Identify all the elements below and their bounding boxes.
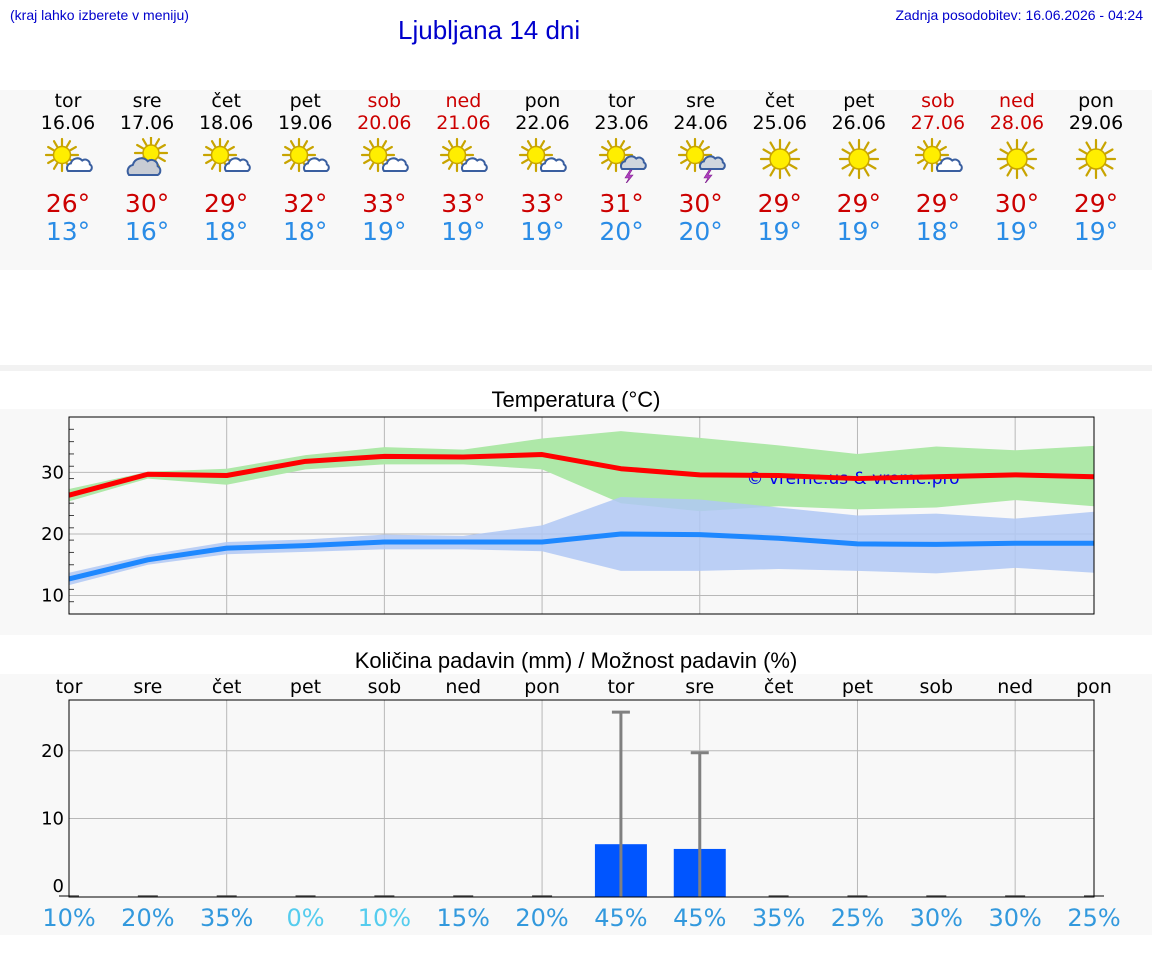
min-temperature: 19°: [362, 217, 407, 246]
sun-icon: [1075, 138, 1117, 180]
sun-cloud-icon: [914, 137, 963, 173]
last-updated: Zadnja posodobitev: 16.06.2026 - 04:24: [895, 7, 1143, 23]
min-temperature: 20°: [678, 217, 723, 246]
day-name: sre: [132, 90, 162, 112]
forecast-day: sob 20.06 33° 19°: [344, 90, 424, 246]
day-date: 16.06: [40, 112, 96, 134]
max-temperature: 29°: [836, 189, 881, 218]
sun-grey-cloud-icon: [126, 137, 169, 176]
day-date: 28.06: [989, 112, 1045, 134]
forecast-day: pet 19.06 32° 18°: [265, 90, 345, 246]
day-name: čet: [764, 90, 795, 112]
day-date: 26.06: [831, 112, 886, 134]
max-temperature: 30°: [994, 189, 1040, 218]
forecast-day: pon 22.06 33° 19°: [502, 90, 582, 246]
day-date: 29.06: [1068, 112, 1124, 134]
max-temperature: 29°: [915, 189, 961, 218]
day-name: čet: [211, 90, 241, 112]
day-date: 23.06: [594, 112, 649, 134]
forecast-band: [0, 90, 1152, 270]
day-date: 25.06: [752, 112, 807, 134]
sun-storm-icon: [677, 137, 726, 183]
max-temperature: 31°: [599, 189, 644, 218]
sun-cloud-icon: [361, 137, 410, 173]
forecast-day: ned 28.06 30° 19°: [977, 90, 1057, 246]
precipitation-band: [0, 674, 1152, 935]
max-temperature: 29°: [204, 189, 249, 218]
forecast-day: pet 26.06 29° 19°: [819, 90, 899, 246]
forecast-day: sre 24.06 30° 20°: [661, 90, 741, 246]
day-date: 24.06: [673, 112, 728, 134]
day-name: sre: [686, 90, 716, 112]
forecast-day: ned 21.06 33° 19°: [423, 90, 503, 246]
max-temperature: 30°: [678, 189, 723, 218]
day-date: 19.06: [278, 112, 333, 134]
min-temperature: 19°: [1073, 217, 1119, 246]
day-date: 22.06: [515, 112, 570, 134]
max-temperature: 26°: [45, 189, 91, 218]
day-name: pet: [289, 90, 321, 112]
forecast-day: tor 16.06 26° 13°: [28, 90, 108, 246]
day-name: pon: [1078, 90, 1114, 112]
temperature-band: [0, 409, 1152, 635]
sun-storm-icon: [598, 137, 647, 183]
day-date: 17.06: [119, 112, 175, 134]
sun-cloud-icon: [203, 137, 251, 173]
min-temperature: 18°: [283, 217, 328, 246]
min-temperature: 19°: [520, 217, 565, 246]
day-name: tor: [54, 90, 82, 112]
precipitation-chart-title: Količina padavin (mm) / Možnost padavin …: [354, 648, 798, 673]
max-temperature: 33°: [441, 189, 486, 218]
day-date: 21.06: [436, 112, 491, 134]
max-temperature: 30°: [124, 189, 170, 218]
min-temperature: 18°: [204, 217, 249, 246]
sun-icon: [996, 138, 1038, 180]
temperature-chart-title: Temperatura (°C): [491, 387, 661, 412]
day-name: ned: [445, 90, 482, 112]
min-temperature: 16°: [124, 217, 170, 246]
day-date: 27.06: [910, 112, 966, 134]
forecast-day: pon 29.06 29° 19°: [1056, 90, 1136, 246]
day-name: pon: [524, 90, 561, 112]
sun-cloud-icon: [44, 137, 93, 173]
sun-cloud-icon: [282, 137, 330, 173]
max-temperature: 29°: [757, 189, 802, 218]
min-temperature: 13°: [45, 217, 91, 246]
min-temperature: 19°: [441, 217, 486, 246]
max-temperature: 29°: [1073, 189, 1119, 218]
min-temperature: 19°: [836, 217, 881, 246]
forecast-day: sre 17.06 30° 16°: [107, 90, 187, 246]
section-separator: [0, 365, 1152, 371]
day-name: sob: [921, 90, 955, 112]
min-temperature: 18°: [915, 217, 961, 246]
day-date: 20.06: [357, 112, 412, 134]
day-date: 18.06: [198, 112, 254, 134]
forecast-day: sob 27.06 29° 18°: [898, 90, 978, 246]
page-title: Ljubljana 14 dni: [398, 15, 581, 45]
sun-cloud-icon: [519, 137, 568, 173]
day-name: sob: [367, 90, 402, 112]
max-temperature: 32°: [283, 189, 328, 218]
max-temperature: 33°: [520, 189, 565, 218]
min-temperature: 19°: [994, 217, 1040, 246]
sun-icon: [759, 138, 800, 180]
forecast-day: tor 23.06 31° 20°: [582, 90, 662, 246]
day-name: ned: [999, 90, 1035, 112]
forecast-day: čet 25.06 29° 19°: [740, 90, 820, 246]
sun-cloud-icon: [440, 137, 489, 173]
min-temperature: 19°: [757, 217, 802, 246]
location-hint: (kraj lahko izberete v meniju): [10, 7, 189, 23]
min-temperature: 20°: [599, 217, 644, 246]
sun-icon: [838, 138, 879, 180]
forecast-day: čet 18.06 29° 18°: [186, 90, 266, 246]
day-name: pet: [843, 90, 875, 112]
day-name: tor: [608, 90, 635, 112]
max-temperature: 33°: [362, 189, 407, 218]
